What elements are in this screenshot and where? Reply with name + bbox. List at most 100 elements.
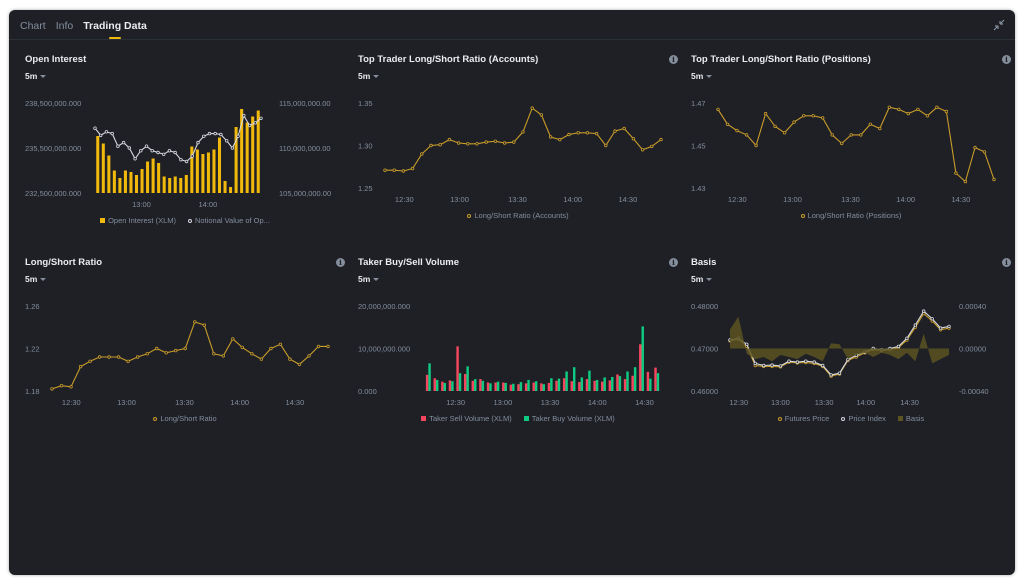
buy-volume-bar (451, 381, 454, 391)
data-point (466, 142, 470, 146)
sell-volume-bar (601, 381, 604, 391)
data-point (139, 148, 143, 153)
panel-open-interest: Open Interest 5m 238,500,000.000 235,500,00… (25, 54, 345, 249)
data-point (410, 166, 415, 171)
data-point (401, 169, 406, 173)
legend-swatch (100, 218, 106, 223)
interval-select[interactable]: 5m (358, 274, 380, 284)
data-point (820, 363, 825, 368)
trading-data-window: Chart Info Trading Data Open Interest 5m 2… (9, 10, 1015, 575)
interval-select[interactable]: 5m (691, 71, 713, 81)
tab-info[interactable]: Info (55, 20, 74, 32)
data-point (992, 177, 996, 182)
data-point (925, 114, 930, 118)
collapse-icon[interactable] (993, 19, 1005, 31)
data-point (763, 111, 768, 116)
data-point (947, 324, 951, 329)
chart-legend: Long/Short Ratio (25, 414, 345, 423)
interval-select[interactable]: 5m (358, 71, 380, 81)
data-point (250, 352, 254, 356)
legend-item[interactable]: Long/Short Ratio (153, 414, 217, 423)
open-interest-bar (201, 154, 205, 193)
legend-swatch (777, 416, 782, 421)
info-icon[interactable]: i (669, 55, 678, 64)
buy-volume-bar (435, 379, 439, 391)
data-point (837, 371, 842, 375)
legend-item[interactable]: Notional Value of Op... (188, 216, 270, 225)
data-point (475, 142, 479, 146)
open-interest-bar (212, 149, 216, 193)
data-point (567, 132, 571, 137)
data-point (110, 131, 114, 136)
legend-swatch (897, 416, 903, 421)
data-point (954, 171, 958, 175)
tab-trading-data[interactable]: Trading Data (83, 19, 147, 39)
legend-label: Open Interest (XLM) (108, 216, 177, 225)
data-point (761, 363, 766, 368)
legend-swatch (153, 416, 158, 421)
data-point (88, 359, 92, 363)
chart-basis: 0.48000 0.47000 0.46000 0.00040 0.00000 -0.00… (691, 302, 989, 407)
sell-volume-bar (646, 371, 650, 391)
buy-volume-bar (618, 376, 622, 391)
chart-taker-volume: 20,000,000.000 10,000,000.000 0.000 12:30 13… (358, 302, 660, 407)
data-point (887, 105, 891, 109)
sell-volume-bar (425, 374, 429, 391)
data-point (938, 326, 943, 330)
buy-volume-bar (496, 381, 500, 391)
interval-select[interactable]: 5m (25, 71, 47, 81)
data-point (78, 364, 83, 369)
panel-title: Taker Buy/Sell Volume (358, 257, 460, 268)
data-point (963, 179, 968, 184)
interval-value: 5m (358, 274, 371, 284)
data-point (735, 128, 739, 133)
y-tick-label: 1.45 (691, 142, 706, 151)
y-tick-label: 1.18 (25, 387, 40, 396)
x-tick-label: 14:00 (896, 195, 915, 204)
legend-item[interactable]: Basis (897, 414, 924, 423)
sell-volume-bar (562, 378, 566, 391)
interval-select[interactable]: 5m (691, 274, 713, 284)
data-point (456, 141, 461, 145)
open-interest-bar (123, 170, 127, 193)
buy-volume-bar (649, 378, 652, 391)
legend-item[interactable]: Open Interest (XLM) (100, 216, 176, 225)
data-point (859, 133, 863, 137)
legend-item[interactable]: Price Index (841, 414, 886, 423)
y-tick-label: 0.47000 (691, 345, 718, 354)
data-point (897, 107, 901, 112)
interval-value: 5m (358, 71, 371, 81)
buy-volume-bar (519, 382, 523, 391)
panel-title: Top Trader Long/Short Ratio (Accounts) (358, 54, 539, 65)
sell-volume-bar (585, 379, 589, 391)
data-point (820, 116, 825, 120)
open-interest-bar (151, 158, 155, 193)
open-interest-bar (179, 178, 183, 193)
tab-chart[interactable]: Chart (20, 20, 46, 32)
info-icon[interactable]: i (669, 258, 678, 267)
interval-select[interactable]: 5m (25, 274, 47, 284)
info-icon[interactable]: i (336, 258, 345, 267)
legend-label: Taker Buy Volume (XLM) (531, 414, 615, 423)
data-point (50, 387, 54, 391)
open-interest-bar (229, 187, 233, 193)
legend-item[interactable]: Long/Short Ratio (Positions) (800, 211, 901, 220)
data-point (183, 346, 187, 351)
buy-volume-bar (626, 371, 629, 391)
data-point (144, 144, 149, 148)
data-point (613, 129, 617, 133)
series-line (717, 106, 995, 183)
sell-volume-bar (608, 380, 612, 391)
buy-volume-bar (474, 379, 477, 391)
open-interest-bar (112, 170, 116, 193)
legend-item[interactable]: Taker Buy Volume (XLM) (523, 414, 615, 423)
info-icon[interactable]: i (1002, 258, 1011, 267)
info-icon[interactable]: i (1002, 55, 1011, 64)
legend-item[interactable]: Taker Sell Volume (XLM) (421, 414, 512, 423)
data-point (253, 121, 257, 125)
chart-long-short-ratio: 1.26 1.22 1.18 12:30 13:00 13:30 14:00 14:30 (25, 302, 330, 407)
data-point (278, 342, 283, 346)
legend-item[interactable]: Long/Short Ratio (Accounts) (467, 211, 569, 220)
legend-item[interactable]: Futures Price (777, 414, 829, 423)
buy-volume-bar (512, 383, 515, 391)
